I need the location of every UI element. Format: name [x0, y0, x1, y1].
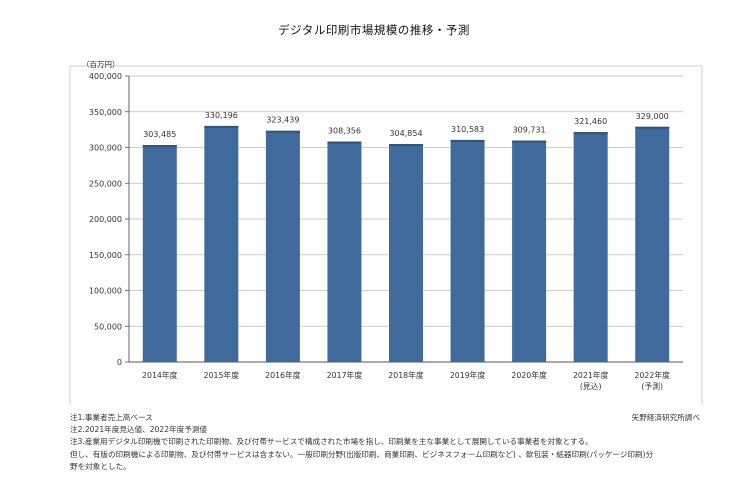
- bar-top-edge: [635, 126, 670, 129]
- note-1: 注1.事業者売上高ベース: [70, 413, 153, 422]
- x-tick-label: 2016年度: [265, 370, 301, 380]
- note-2: 注2.2021年度見込値、2022年度予測値: [70, 425, 208, 435]
- y-tick-label: 350,000: [89, 108, 122, 117]
- note-4: 但し、有版の印刷機による印刷物、及び付帯サービスは含まない。一般印刷分野(出版印…: [70, 449, 654, 459]
- x-tick-label: 2014年度: [142, 370, 178, 380]
- chart-title: デジタル印刷市場規模の推移・予測: [278, 23, 470, 37]
- x-tick-sublabel: (見込): [580, 382, 602, 391]
- x-tick-label: 2022年度: [635, 370, 671, 380]
- bar: [573, 132, 608, 362]
- bar-top-edge: [142, 145, 177, 148]
- bar: [450, 139, 485, 362]
- note-5: 野を対象とした。: [70, 461, 131, 471]
- bars: [142, 125, 670, 363]
- data-label: 329,000: [636, 112, 669, 121]
- note-3: 注3.産業用デジタル印刷機で印刷された印刷物、及び付帯サービスで構成された市場を…: [70, 437, 593, 447]
- data-label: 304,854: [389, 129, 422, 138]
- bar-top-edge: [573, 132, 608, 135]
- x-axis-tick-labels: 2014年度 2015年度 2016年度 2017年度 2018年度 2019年度 2020…: [142, 370, 670, 391]
- x-tick-label: 2020年度: [511, 370, 547, 380]
- bar: [327, 141, 362, 362]
- bar-top-edge: [512, 140, 547, 143]
- bar: [265, 130, 300, 362]
- notes: 注1.事業者売上高ベース 注2.2021年度見込値、2022年度予測値 注3.産…: [70, 412, 710, 473]
- bar: [635, 126, 670, 362]
- x-tick-label: 2018年度: [388, 370, 424, 380]
- x-tick-sublabel: (予測): [641, 381, 663, 391]
- data-label: 321,460: [574, 117, 607, 126]
- x-tick-label: 2017年度: [327, 370, 363, 380]
- bar-top-edge: [265, 130, 300, 133]
- y-axis-unit-label: （百万円）: [82, 60, 120, 69]
- bar: [512, 140, 547, 362]
- y-tick-label: 400,000: [89, 72, 122, 81]
- data-label: 323,439: [266, 116, 299, 125]
- plot-area-border: [69, 65, 703, 405]
- bar-top-edge: [327, 141, 362, 144]
- data-label: 310,583: [451, 125, 484, 134]
- bar-top-edge: [450, 139, 485, 142]
- x-tick-label: 2021年度: [573, 370, 609, 380]
- bar: [389, 144, 423, 362]
- y-tick-label: 300,000: [89, 144, 122, 153]
- data-label: 309,731: [513, 126, 546, 135]
- y-tick-label: 0: [117, 358, 122, 367]
- y-tick-label: 100,000: [89, 287, 122, 296]
- y-tick-label: 200,000: [89, 215, 122, 224]
- bar: [204, 125, 239, 363]
- y-tick-label: 150,000: [89, 251, 122, 260]
- data-labels: 303,485 330,196 323,439 308,356 304,854 310,5…: [143, 111, 669, 139]
- data-label: 330,196: [205, 111, 238, 120]
- data-label: 303,485: [143, 130, 176, 139]
- source-note: 矢野経済研究所調べ: [631, 413, 700, 422]
- y-axis-tick-labels: 0 50,000 100,000 150,000 200,000 250,000 300,0…: [89, 72, 122, 367]
- bar-chart: （百万円） 0 50,000 100,000 150,000 200,000 250,00…: [69, 60, 703, 405]
- x-tick-label: 2019年度: [450, 370, 486, 380]
- bar: [142, 145, 177, 362]
- x-tick-label: 2015年度: [204, 370, 240, 380]
- bar-top-edge: [204, 125, 239, 128]
- y-tick-label: 50,000: [94, 322, 122, 331]
- bar-top-edge: [389, 144, 423, 147]
- data-label: 308,356: [328, 127, 361, 136]
- y-tick-label: 250,000: [89, 179, 122, 188]
